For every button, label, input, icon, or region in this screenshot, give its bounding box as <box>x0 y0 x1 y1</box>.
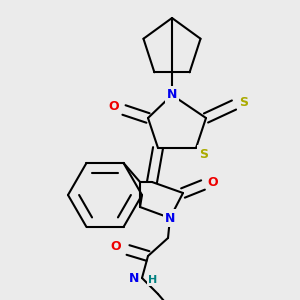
Text: H: H <box>148 275 157 285</box>
Text: O: O <box>111 239 121 253</box>
Text: S: S <box>200 148 208 160</box>
Text: O: O <box>208 176 218 190</box>
Text: O: O <box>109 100 119 113</box>
Text: S: S <box>239 95 248 109</box>
Text: N: N <box>167 88 177 101</box>
Text: N: N <box>129 272 139 284</box>
Text: N: N <box>165 212 175 224</box>
